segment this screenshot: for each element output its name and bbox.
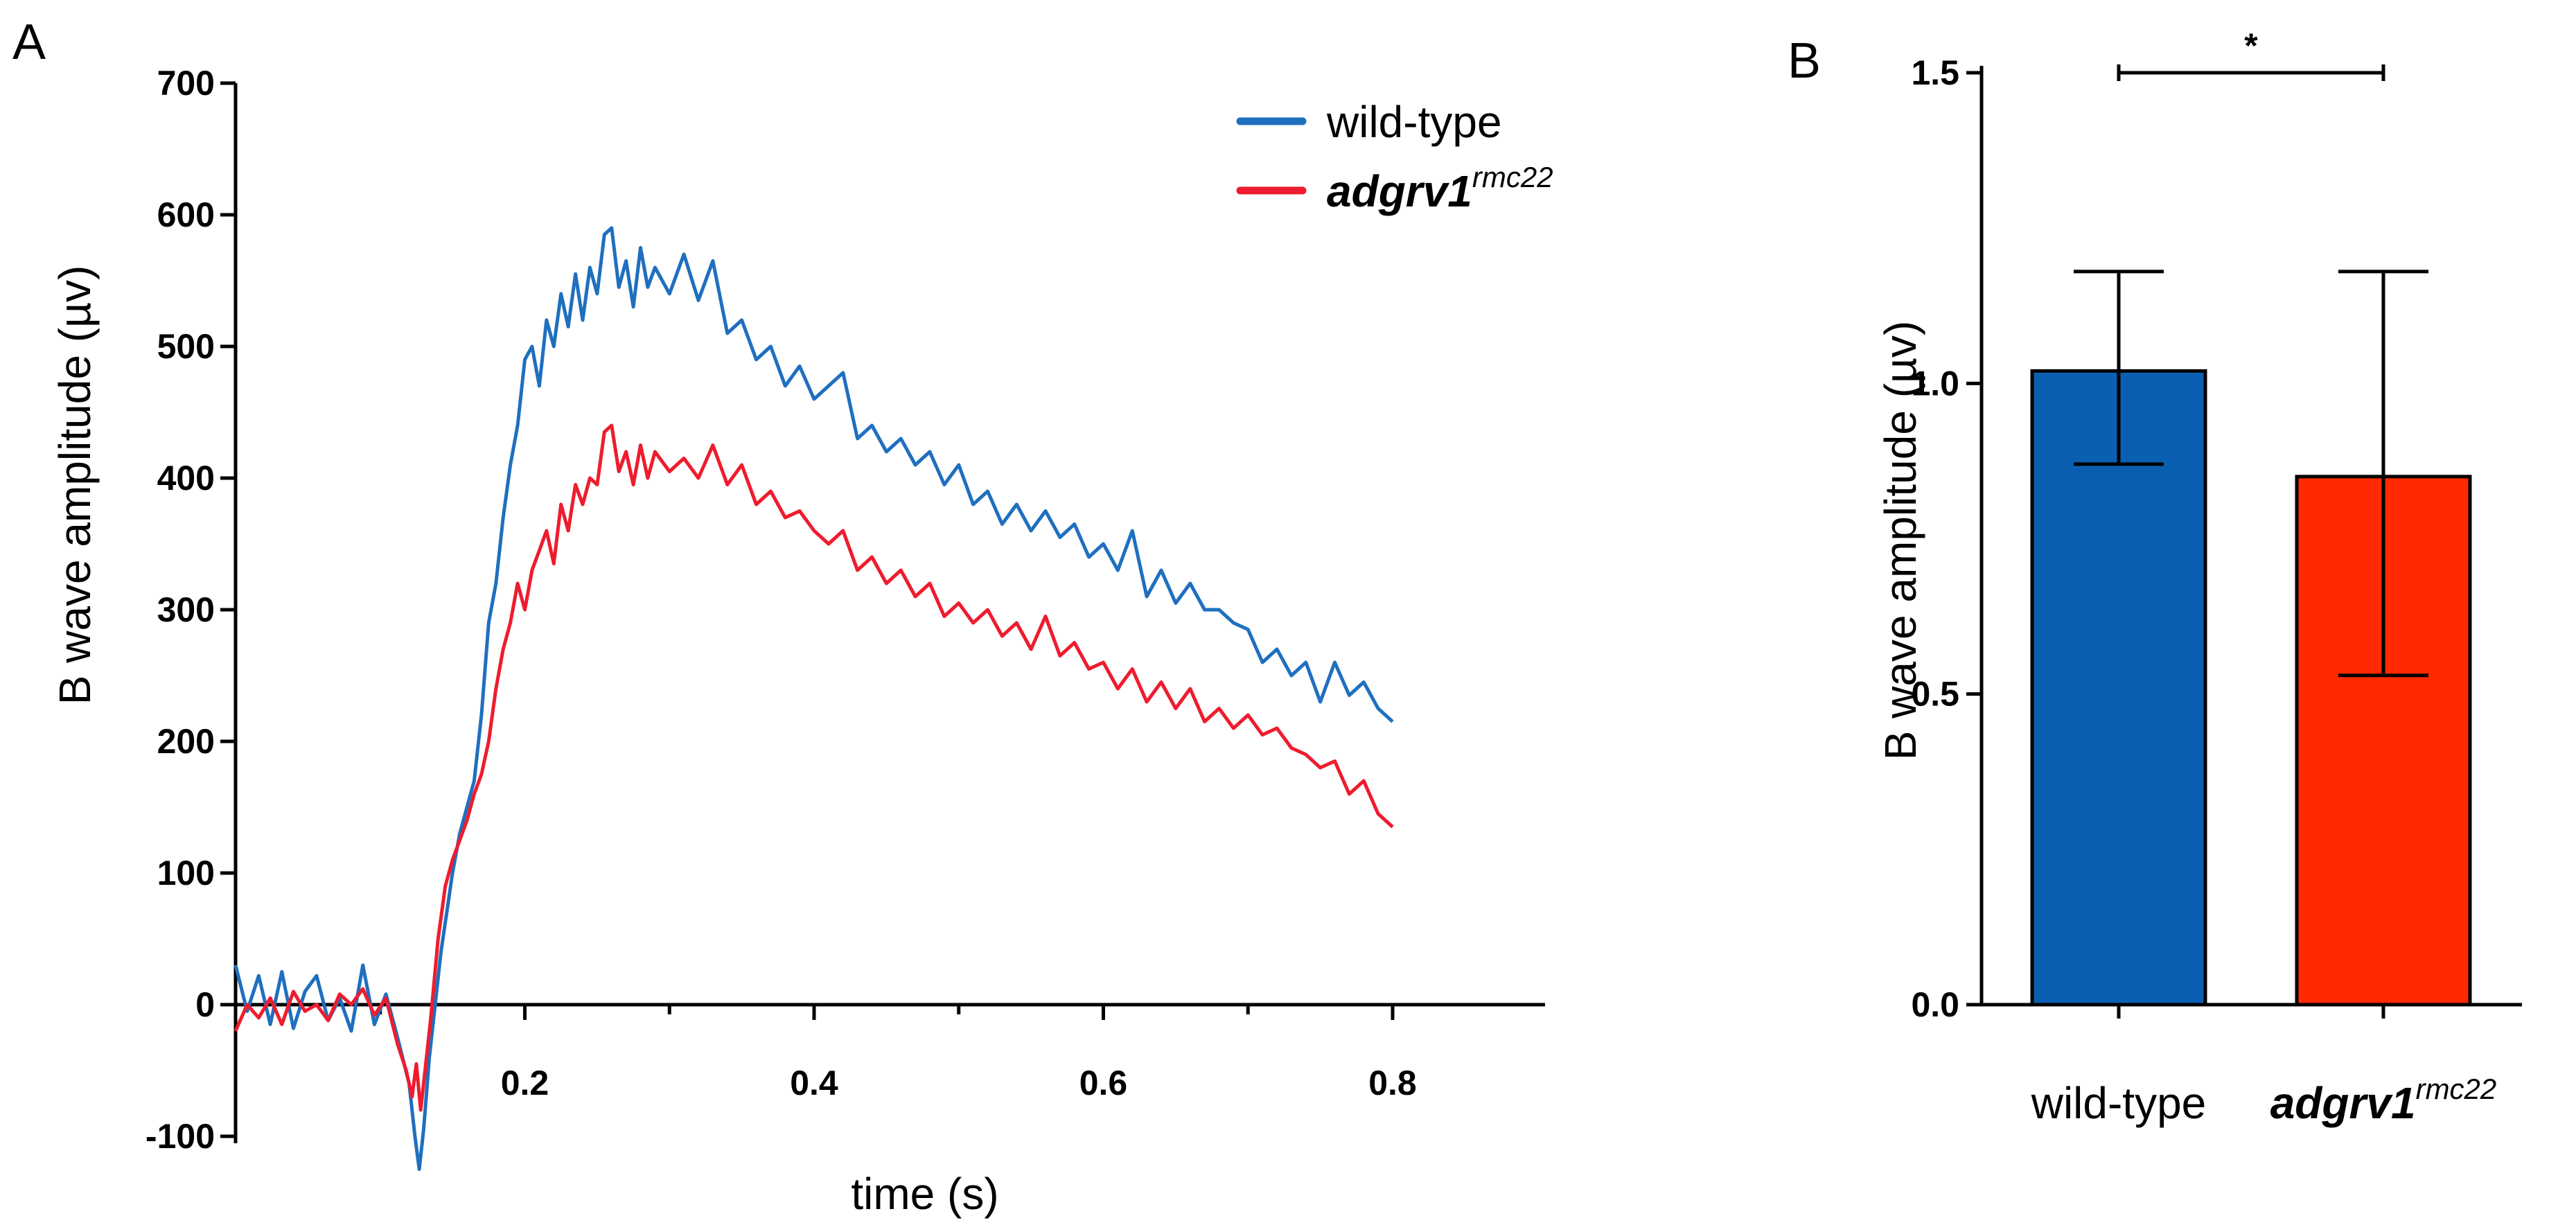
y-tick-label-a: 700: [157, 64, 215, 103]
y-tick-label-a: 300: [157, 590, 215, 629]
y-tick-label-b: 1.5: [1911, 53, 1959, 92]
x-tick-label-a: 0.8: [1368, 1064, 1417, 1102]
y-tick-label-a: 600: [157, 195, 215, 234]
panel-b-bar-chart: B 0.0 0.5 1.0 1.5 * B wave amplitude (µv) w…: [1788, 26, 2522, 1128]
panel-b-letter: B: [1788, 33, 1821, 89]
y-tick-label-b: 0.0: [1911, 985, 1959, 1024]
panel-a-axes: -100 0 100 200 300 400 500 600 700 0.2 0.4 0.6 0.8: [145, 64, 1545, 1156]
category-label-wild-type: wild-type: [2031, 1078, 2207, 1128]
x-axis-title-a: time (s): [851, 1169, 998, 1219]
legend-mutant-allele: rmc22: [1472, 161, 1553, 193]
category-mutant-gene: adgrv1: [2270, 1078, 2416, 1128]
legend: wild-type adgrv1rmc22: [1236, 97, 1553, 216]
significance-mark: *: [2244, 26, 2258, 65]
series-line-adgrv1rmc22: [233, 423, 1394, 1112]
bar-wild-type: [2030, 369, 2207, 1007]
y-axis-title-b: B wave amplitude (µv): [1876, 321, 1925, 760]
legend-label-adgrv1rmc22: adgrv1rmc22: [1327, 161, 1553, 216]
y-tick-label-b: 1.0: [1911, 364, 1959, 403]
x-tick-label-a: 0.6: [1079, 1064, 1128, 1102]
panel-b-bars: *: [2030, 26, 2472, 1007]
y-tick-label-a: 200: [157, 722, 215, 761]
y-tick-label-a: 0: [195, 985, 215, 1024]
panel-a-series: [233, 226, 1394, 1171]
legend-label-wild-type: wild-type: [1326, 97, 1502, 147]
y-axis-title-a: B wave amplitude (µv): [50, 265, 100, 705]
y-tick-label-a: 500: [157, 327, 215, 366]
category-label-adgrv1rmc22: adgrv1rmc22: [2270, 1073, 2497, 1128]
y-tick-label-a: 400: [157, 459, 215, 497]
legend-mutant-gene: adgrv1: [1327, 166, 1472, 216]
x-tick-label-a: 0.2: [501, 1064, 549, 1102]
category-mutant-allele: rmc22: [2416, 1073, 2497, 1105]
x-tick-label-a: 0.4: [790, 1064, 838, 1102]
y-tick-label-a: 100: [157, 854, 215, 892]
y-tick-label-a: -100: [145, 1117, 215, 1156]
y-tick-label-b: 0.5: [1911, 675, 1959, 714]
series-line-wild-type: [233, 226, 1394, 1171]
panel-a-letter: A: [12, 15, 46, 70]
panel-a-line-chart: A -100 0 100 200 300 400 500 600 700 0.2 0.4 0.6 0.8…: [12, 15, 1553, 1219]
